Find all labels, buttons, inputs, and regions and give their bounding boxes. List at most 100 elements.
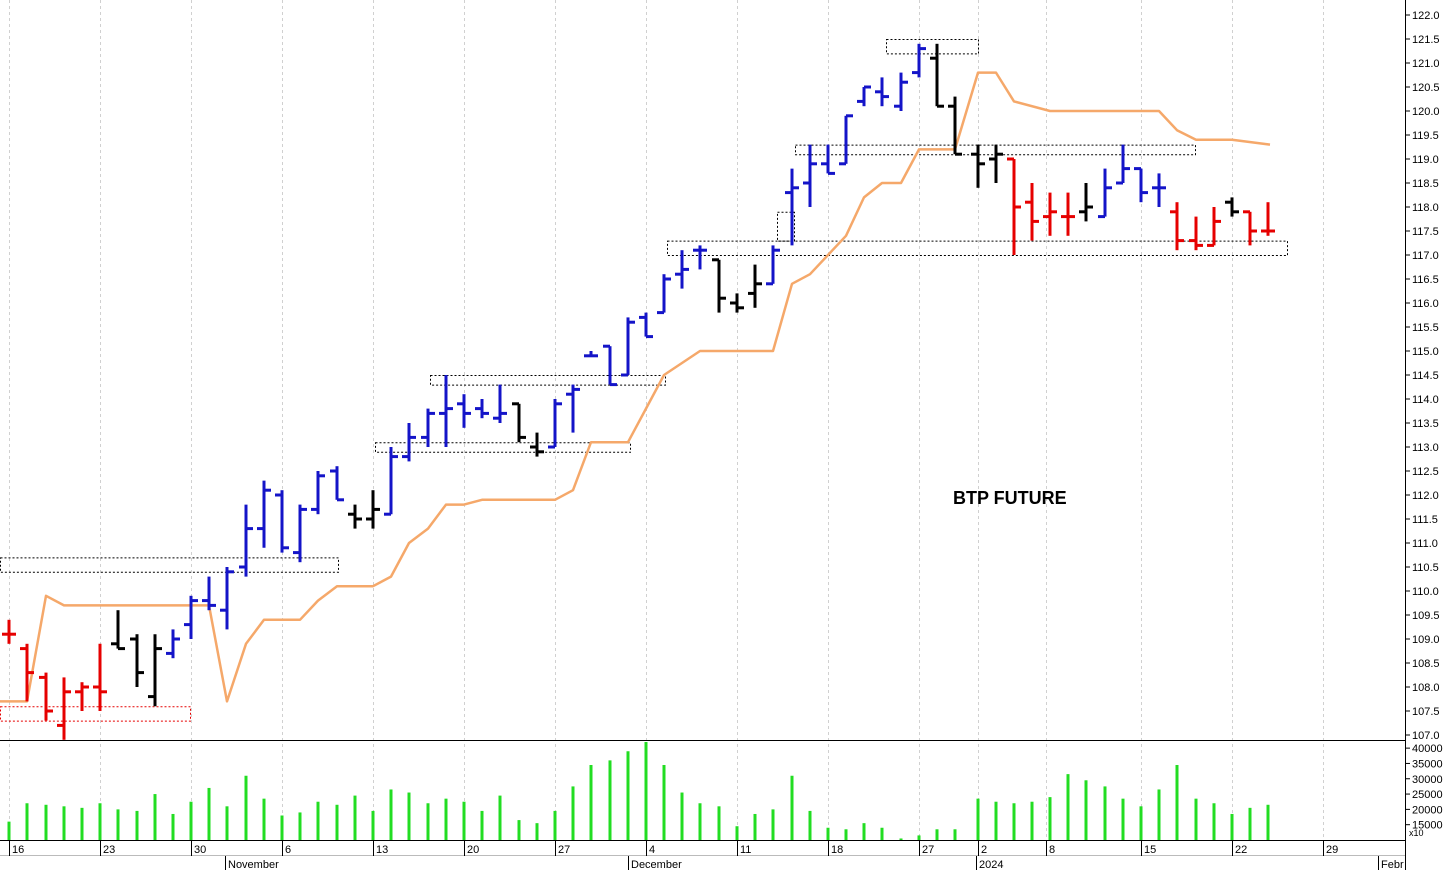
grid-lines <box>9 0 1324 840</box>
x-day-label: 29 <box>1326 844 1338 856</box>
y-tick-label: 110.5 <box>1412 562 1439 574</box>
y-tick-label: 119.5 <box>1412 130 1439 142</box>
date-axis: 16 23 30 6 13 20 27 4 11 18 27 2 8 15 22 29 November Dece… <box>9 840 1404 870</box>
x-day-label: 13 <box>376 844 388 856</box>
ohlc-bar <box>220 567 234 630</box>
ohlc-bar <box>712 258 726 313</box>
ohlc-bar <box>821 144 835 175</box>
ohlc-bar <box>1152 173 1166 207</box>
x-month-label: 2024 <box>979 859 1003 870</box>
ohlc-bar <box>475 399 489 419</box>
y-tick-label: 116.5 <box>1412 274 1439 286</box>
ohlc-bar <box>639 312 653 339</box>
ohlc-bar <box>748 264 762 308</box>
ohlc-bar <box>548 399 562 449</box>
ohlc-bar <box>857 85 871 107</box>
y-tick-label: 111.5 <box>1412 514 1438 526</box>
ohlc-bar <box>493 384 507 423</box>
breakout-box <box>0 557 339 573</box>
y-tick-label: 117.5 <box>1412 226 1439 238</box>
ohlc-bar <box>930 43 944 108</box>
x-month-label: December <box>631 859 682 870</box>
ohlc-bar <box>57 677 71 740</box>
breakout-box <box>375 442 631 453</box>
ohlc-bar <box>311 471 325 515</box>
volume-multiplier-label: x10 <box>1409 828 1424 838</box>
ohlc-bar <box>1225 197 1239 217</box>
ohlc-bar <box>675 250 689 289</box>
y-tick-label: 108.5 <box>1412 658 1440 670</box>
y-tick-label: 115.5 <box>1412 322 1439 334</box>
ohlc-bar <box>912 43 926 78</box>
ohlc-bar <box>20 643 34 702</box>
x-month-label: Febr <box>1381 859 1404 870</box>
ohlc-bar <box>75 682 89 711</box>
y-tick-label: 121.5 <box>1412 34 1440 46</box>
ohlc-bar <box>111 610 125 651</box>
x-day-label: 6 <box>285 844 291 856</box>
ohlc-bar <box>348 504 362 529</box>
vol-tick-label: 20000 <box>1412 804 1443 816</box>
x-day-label: 16 <box>12 844 24 856</box>
breakout-box <box>0 706 191 722</box>
ohlc-bar <box>1007 157 1021 255</box>
x-day-label: 22 <box>1235 844 1247 856</box>
ohlc-bar <box>894 72 908 111</box>
ohlc-bar <box>657 274 671 315</box>
ohlc-bar <box>439 375 453 447</box>
breakout-box <box>777 211 795 242</box>
ohlc-bar <box>402 423 416 462</box>
ohlc-bar <box>239 504 253 577</box>
ohlc-bar <box>384 447 398 516</box>
stop-line-path <box>0 71 1271 703</box>
ohlc-bar <box>275 490 289 553</box>
vol-tick-label: 35000 <box>1412 758 1443 770</box>
ohlc-bar <box>512 402 526 443</box>
ohlc-bar <box>1079 183 1093 222</box>
y-tick-label: 118.5 <box>1412 178 1439 190</box>
x-day-label: 27 <box>922 844 934 856</box>
ohlc-bar <box>257 480 271 548</box>
y-tick-label: 109.0 <box>1412 634 1440 646</box>
y-tick-label: 113.5 <box>1412 418 1439 430</box>
chart-title: BTP FUTURE <box>953 488 1067 508</box>
volume-bars <box>7 742 1270 840</box>
ohlc-bar <box>1098 168 1112 219</box>
y-tick-label: 118.0 <box>1412 202 1439 214</box>
vol-tick-label: 30000 <box>1412 774 1443 786</box>
ohlc-bar <box>603 344 617 387</box>
y-tick-label: 107.5 <box>1412 706 1440 718</box>
ohlc-bar <box>566 384 580 433</box>
x-day-label: 4 <box>649 844 655 856</box>
ohlc-bar <box>1116 144 1130 185</box>
ohlc-bar <box>202 576 216 611</box>
price-bars <box>2 43 1275 740</box>
x-month-label: November <box>228 859 279 870</box>
y-tick-label: 114.0 <box>1412 394 1439 406</box>
ohlc-bar <box>971 144 985 188</box>
ohlc-bar <box>457 394 471 428</box>
y-tick-label: 116.0 <box>1412 298 1439 310</box>
vol-tick-label: 15000 <box>1412 820 1443 832</box>
price-axis: 107.0 107.5 108.0 108.5 109.0 109.5 110.0 110.5… <box>1405 10 1440 742</box>
x-day-label: 20 <box>467 844 479 856</box>
ohlc-bar <box>421 408 435 447</box>
y-tick-label: 112.5 <box>1412 466 1439 478</box>
ohlc-bar <box>875 77 889 107</box>
y-tick-label: 113.0 <box>1412 442 1439 454</box>
ohlc-bar <box>166 629 180 659</box>
y-tick-label: 109.5 <box>1412 610 1440 622</box>
y-tick-label: 121.0 <box>1412 58 1440 70</box>
ohlc-bar <box>1043 192 1057 236</box>
trailing-stop-line <box>0 71 1271 703</box>
ohlc-bar <box>839 114 853 166</box>
ohlc-bar <box>93 643 107 711</box>
ohlc-bar <box>1025 183 1039 241</box>
y-tick-label: 122.0 <box>1412 10 1440 22</box>
y-tick-label: 114.5 <box>1412 370 1439 382</box>
vol-tick-label: 40000 <box>1412 743 1443 755</box>
x-day-label: 23 <box>103 844 115 856</box>
y-tick-label: 112.0 <box>1412 490 1439 502</box>
ohlc-bar <box>730 293 744 313</box>
